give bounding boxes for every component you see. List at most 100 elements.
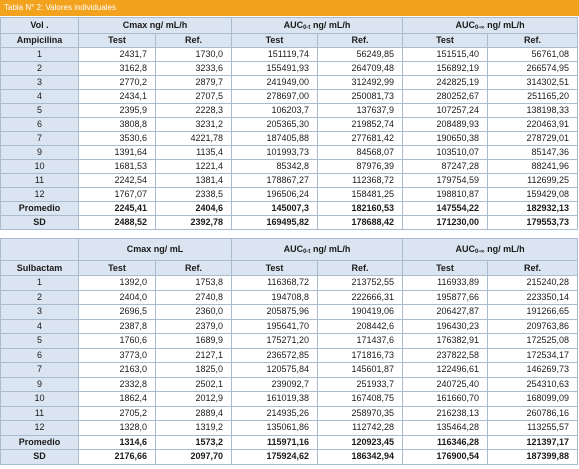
value-cell: 2889,4 [154, 405, 233, 421]
header-text: Cmax ng/ mL/h [122, 20, 188, 30]
value-cell: 179754,59 [402, 173, 489, 188]
value-cell: 2770,2 [78, 75, 156, 90]
value-cell: 254310,63 [487, 376, 579, 392]
row-label: 3 [0, 75, 79, 90]
value-cell: 2332,8 [78, 376, 156, 392]
subheader-cell: Ref. [487, 260, 579, 276]
header-text: ng/ mL/h [310, 243, 351, 254]
value-cell: 187399,88 [487, 449, 579, 465]
value-cell: 187405,88 [231, 131, 319, 146]
value-cell: 147554,22 [402, 201, 489, 216]
data-row: 10 1681,53 1221,4 85342,8 87976,39 87247,28 88… [0, 159, 579, 174]
subheader-cell: Test [402, 260, 489, 276]
value-cell: 190419,06 [317, 304, 404, 320]
data-row: 4 2387,8 2379,0 195641,70 208442,6 196430,23 2… [0, 318, 579, 334]
row-label: 1 [0, 47, 79, 62]
value-cell: 56761,08 [487, 47, 579, 62]
value-cell: 2431,7 [78, 47, 156, 62]
row-label: 6 [0, 347, 79, 363]
value-cell: 84568,07 [317, 145, 404, 160]
value-cell: 3530,6 [78, 131, 156, 146]
row-label: 12 [0, 420, 79, 436]
value-cell: 191266,65 [487, 304, 579, 320]
value-cell: 251165,20 [487, 89, 579, 104]
header-cell: Cmax ng/ mL/h [77, 17, 233, 34]
value-cell: 171816,73 [317, 347, 404, 363]
value-cell: 1221,4 [154, 159, 233, 174]
value-cell: 2404,0 [78, 289, 156, 305]
value-cell: 277681,42 [317, 131, 404, 146]
value-cell: 1730,0 [154, 47, 233, 62]
value-cell: 205365,30 [231, 117, 319, 132]
value-cell: 112699,25 [487, 173, 579, 188]
value-cell: 2163,0 [78, 362, 156, 378]
header-cell [0, 238, 79, 261]
data-row: 7 3530,6 4221,78 187405,88 277681,42 190650,3… [0, 131, 579, 146]
row-label: 10 [0, 391, 79, 407]
subheader-cell: Ref. [317, 33, 404, 48]
header-subscript: 0-t [303, 24, 311, 31]
data-row: Promedio 2245,41 2404,6 145007,3 182160,53 14… [0, 201, 579, 216]
value-cell: 1381,4 [154, 173, 233, 188]
value-cell: 145601,87 [317, 362, 404, 378]
value-cell: 2242,54 [78, 173, 156, 188]
value-cell: 159429,08 [487, 187, 579, 202]
value-cell: 1391,64 [78, 145, 156, 160]
value-cell: 2707,5 [154, 89, 233, 104]
subheader-cell: Test [78, 260, 156, 276]
subheader-row: Sulbactam Test Ref. Test Ref. Test Ref. [0, 260, 579, 276]
value-cell: 3233,6 [154, 61, 233, 76]
value-cell: 219852,74 [317, 117, 404, 132]
row-label: 4 [0, 89, 79, 104]
row-label: 7 [0, 362, 79, 378]
row-label: 6 [0, 117, 79, 132]
row-label: SD [0, 449, 79, 465]
value-cell: 206427,87 [402, 304, 489, 320]
sulbactam-table: Cmax ng/ mL AUC0-t ng/ mL/h AUC0-∞ ng/ mL/… [0, 238, 579, 465]
value-cell: 264709,48 [317, 61, 404, 76]
value-cell: 214935,26 [231, 405, 319, 421]
value-cell: 155491,93 [231, 61, 319, 76]
value-cell: 241949,00 [231, 75, 319, 90]
header-cell: AUC0-t ng/ mL/h [231, 17, 404, 34]
value-cell: 138198,33 [487, 103, 579, 118]
value-cell: 1573,2 [154, 434, 233, 450]
data-row: 12 1328,0 1319,2 135061,86 112742,28 135464,2… [0, 420, 579, 436]
header-text: ng/ mL/h [484, 19, 525, 30]
value-cell: 88241,96 [487, 159, 579, 174]
value-cell: 2879,7 [154, 75, 233, 90]
value-cell: 2392,78 [154, 215, 233, 230]
value-cell: 2434,1 [78, 89, 156, 104]
value-cell: 195877,66 [402, 289, 489, 305]
subheader-cell: Ref. [154, 33, 233, 48]
value-cell: 198810,87 [402, 187, 489, 202]
value-cell: 178688,42 [317, 215, 404, 230]
value-cell: 1862,4 [78, 391, 156, 407]
header-text: ng/ mL/h [310, 19, 351, 30]
value-cell: 2502,1 [154, 376, 233, 392]
value-cell: 278729,01 [487, 131, 579, 146]
data-row: 11 2705,2 2889,4 214935,26 258970,35 216238,1… [0, 405, 579, 421]
value-cell: 222666,31 [317, 289, 404, 305]
subheader-cell: Ref. [317, 260, 404, 276]
value-cell: 2228,3 [154, 103, 233, 118]
value-cell: 2387,8 [78, 318, 156, 334]
data-row: 12 1767,07 2338,5 196506,24 158481,25 198810,… [0, 187, 579, 202]
value-cell: 137637,9 [317, 103, 404, 118]
value-cell: 240725,40 [402, 376, 489, 392]
subheader-row: Ampicilina Test Ref. Test Ref. Test Ref. [0, 33, 579, 48]
value-cell: 190650,38 [402, 131, 489, 146]
value-cell: 260786,16 [487, 405, 579, 421]
value-cell: 145007,3 [231, 201, 319, 216]
header-text: ng/ mL/h [484, 243, 525, 254]
data-row: 2 2404,0 2740,8 194708,8 222666,31 195877,66 2… [0, 289, 579, 305]
value-cell: 156892,19 [402, 61, 489, 76]
value-cell: 113255,57 [487, 420, 579, 436]
header-row: Cmax ng/ mL AUC0-t ng/ mL/h AUC0-∞ ng/ mL/… [0, 238, 579, 261]
header-cell: AUC0-t ng/ mL/h [231, 238, 404, 261]
subheader-cell: Ref. [154, 260, 233, 276]
value-cell: 176900,54 [402, 449, 489, 465]
value-cell: 1753,8 [154, 275, 233, 291]
row-label: 3 [0, 304, 79, 320]
value-cell: 213752,55 [317, 275, 404, 291]
